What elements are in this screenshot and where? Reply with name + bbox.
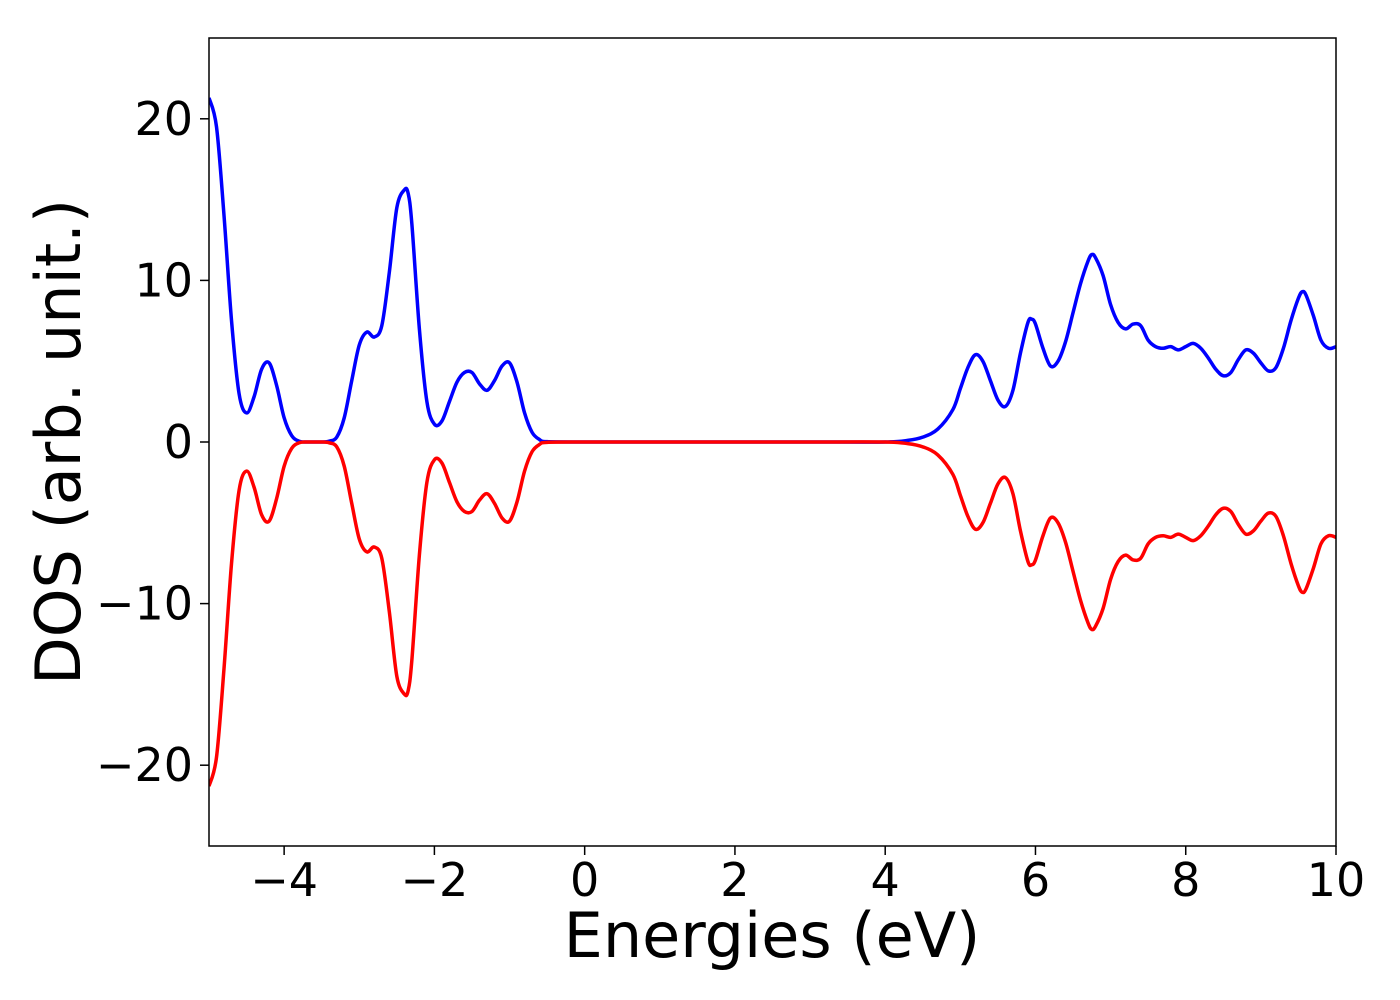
y-tick-label: 10	[134, 253, 193, 307]
x-tick-label: 10	[1307, 853, 1366, 907]
y-tick-label: −10	[96, 577, 193, 631]
y-axis-ticks: −20 −10 0 10 20	[96, 92, 209, 792]
x-tick-label: −4	[250, 853, 318, 907]
x-tick-label: 4	[871, 853, 900, 907]
y-tick-label: 0	[164, 415, 193, 469]
y-axis-label: DOS (arb. unit.)	[22, 199, 95, 685]
x-axis-label: Energies (eV)	[564, 899, 981, 972]
x-tick-label: 6	[1021, 853, 1050, 907]
y-tick-label: 20	[134, 92, 193, 146]
series-line-up	[209, 97, 1336, 444]
x-axis-ticks: −4 −2 0 2 4 6 8 10	[250, 846, 1365, 907]
x-tick-label: −2	[400, 853, 468, 907]
y-tick-label: −20	[96, 738, 193, 792]
series-line-down	[209, 440, 1336, 787]
x-tick-label: 2	[720, 853, 749, 907]
series-group	[209, 97, 1336, 787]
x-tick-label: 0	[570, 853, 599, 907]
x-tick-label: 8	[1171, 853, 1200, 907]
